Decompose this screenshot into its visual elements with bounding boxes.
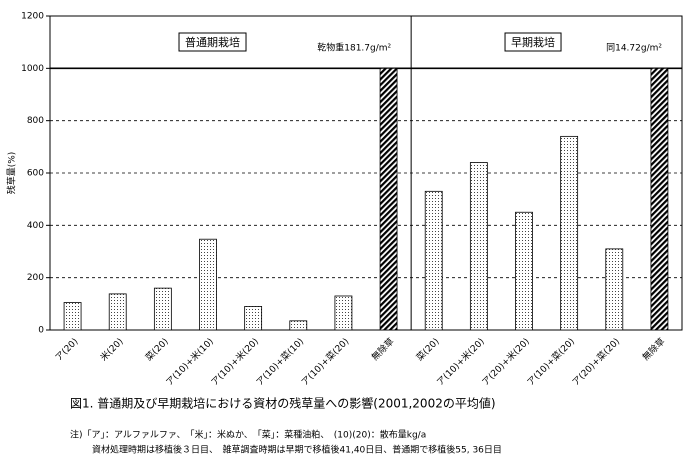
plot-frame [49,15,683,331]
group-label: 普通期栽培 [185,35,240,49]
bar [334,295,353,331]
note: 注)「ア」：アルファルファ、 「米」：米ぬか、 「菜」：菜種油粕、 (10)(2… [70,429,426,441]
group-note: 同14.72g/m² [606,43,662,54]
bar [153,287,172,331]
bar [515,211,533,331]
y-tick-label: 400 [27,221,44,231]
y-tick-label: 0 [38,326,44,336]
x-tick-label: ア(20) [54,337,81,364]
x-tick-label: ア(10)+米(10) [163,335,216,388]
bar [63,302,82,331]
x-tick-label: 無除草 [640,335,668,363]
bar [289,320,308,331]
group-label-box [178,32,247,52]
x-tick-label: ア(20)+菜(20) [569,335,622,388]
bar [605,248,624,331]
y-tick-label: 1000 [21,64,44,74]
bar [650,67,669,331]
x-tick-label: ア(10)+米(20) [434,335,487,388]
bar [424,190,443,331]
caption: 図1. 普通期及び早期栽培における資材の残草量への影響(2001,2002の平均… [70,396,496,411]
group-label-box [504,32,562,52]
x-tick-label: ア(10)+菜(10) [253,335,306,388]
bar [560,135,579,331]
x-tick-label: ア(10)+菜(20) [299,335,352,388]
y-tick-label: 800 [27,116,44,126]
note: 資材処理時期は移植後３日目、 雑草調査時期は早期で移植後41,40日目、普通期で… [92,444,502,456]
y-tick-label: 1200 [21,12,44,22]
group-label: 早期栽培 [511,35,555,49]
x-tick-label: ア(10)+菜(20) [524,335,577,388]
bar [469,162,488,331]
bar [108,293,127,331]
x-tick-label: ア(10)+米(20) [208,335,261,388]
x-tick-label: ア(20)+米(20) [479,335,532,388]
y-tick-label: 200 [27,273,44,283]
y-axis-label: 残草量(%) [6,152,18,195]
bar [199,238,217,331]
y-tick-label: 600 [27,169,44,179]
x-tick-label: 菜(20) [143,335,171,363]
x-tick-label: 菜(20) [414,335,442,363]
group-note: 乾物重181.7g/m² [317,42,391,54]
bar [379,67,398,331]
x-tick-label: 米(20) [98,335,126,363]
bar [244,306,263,331]
x-tick-label: 無除草 [369,335,397,363]
